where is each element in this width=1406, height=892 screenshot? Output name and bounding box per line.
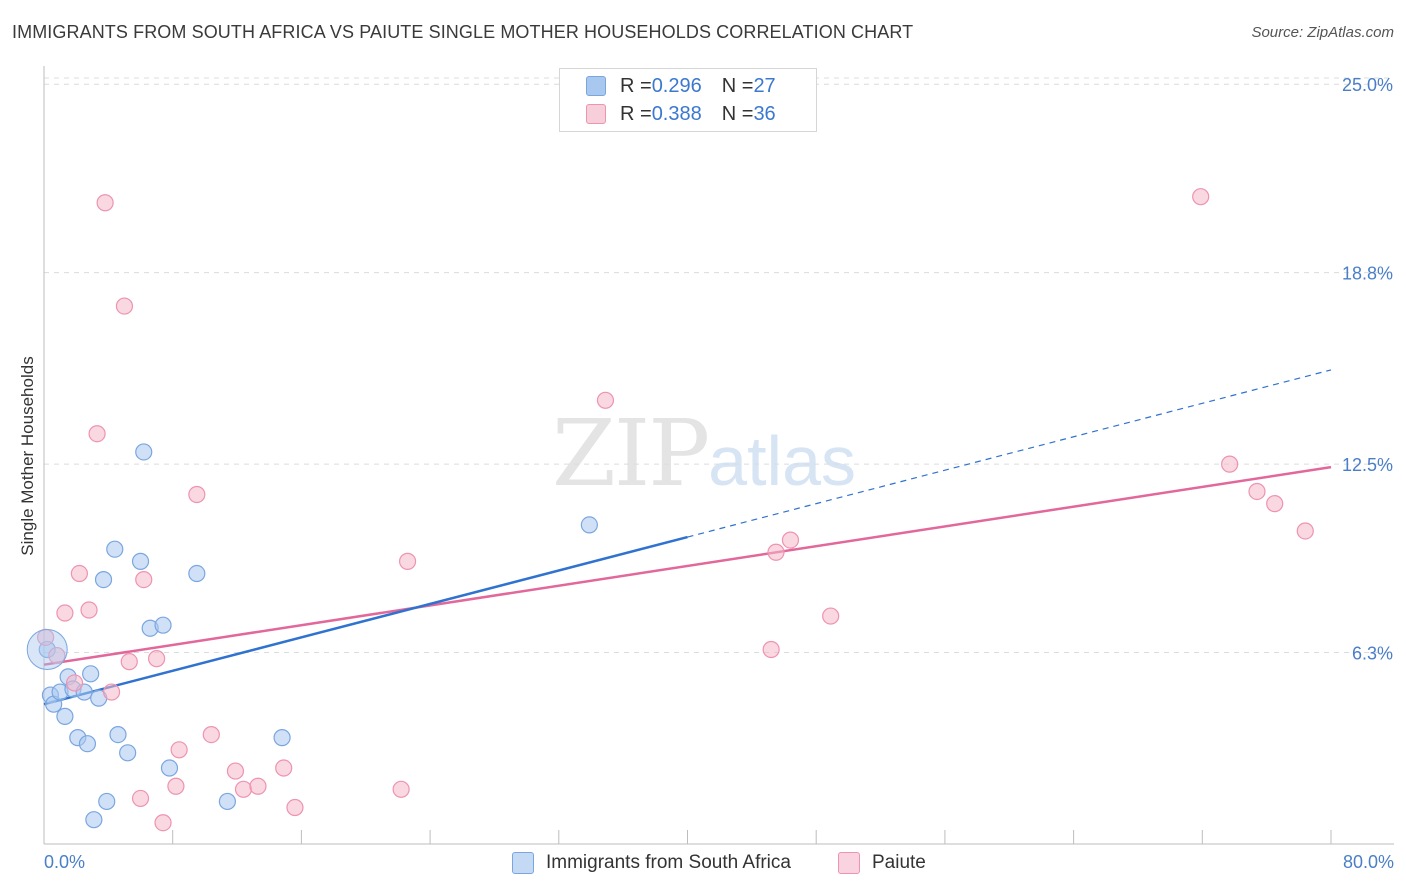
point-paiute (102, 683, 121, 701)
legend-swatch-blue (586, 76, 606, 96)
y-tick-labels: 6.3% 12.5% 18.8% 25.0% (1342, 75, 1393, 663)
data-points (26, 188, 1314, 832)
point-south-africa (78, 735, 97, 753)
trend-line-south-africa (43, 535, 688, 706)
point-paiute (392, 780, 410, 798)
point-paiute (70, 564, 88, 583)
legend-r-value: 0.296 (651, 74, 702, 97)
point-south-africa (82, 665, 100, 683)
legend-n-label: N = (721, 74, 754, 97)
point-paiute (154, 814, 172, 832)
point-paiute (234, 780, 253, 798)
point-paiute (202, 725, 220, 744)
point-paiute (226, 762, 245, 780)
legend-row-south-africa: R = 0.296 N = 27 (586, 73, 776, 99)
point-paiute (65, 674, 84, 692)
legend-swatch-pink (838, 852, 860, 874)
point-paiute (596, 391, 615, 409)
point-south-africa (119, 744, 137, 762)
y-tick-label: 6.3% (1352, 644, 1393, 664)
point-south-africa (56, 707, 74, 725)
point-paiute (131, 789, 150, 808)
legend-swatch-blue (512, 852, 534, 874)
legend-r-label: R = (620, 102, 652, 125)
y-tick-label: 25.0% (1342, 75, 1393, 95)
legend-item-south-africa[interactable]: Immigrants from South Africa (512, 852, 791, 874)
legend-n-label: N = (721, 102, 754, 125)
point-paiute (115, 297, 134, 315)
point-paiute (88, 425, 106, 443)
point-south-africa (580, 516, 598, 534)
point-paiute (120, 653, 138, 671)
point-paiute (148, 650, 166, 668)
y-axis-label: Single Mother Households (18, 356, 37, 556)
point-paiute (1192, 188, 1210, 206)
point-south-africa (218, 792, 236, 811)
point-paiute (398, 552, 417, 570)
point-south-africa (273, 729, 291, 747)
legend-row-paiute: R = 0.388 N = 36 (586, 101, 776, 127)
point-south-africa (85, 811, 103, 829)
correlation-legend: R = 0.296 N = 27 R = 0.388 N = 36 (559, 68, 817, 132)
point-south-africa (135, 443, 153, 461)
point-south-africa (106, 540, 124, 558)
trend-lines (43, 369, 1332, 706)
legend-swatch-pink (586, 104, 606, 124)
trend-line-south-africa-extension (687, 369, 1332, 538)
point-paiute (188, 485, 206, 504)
legend-label: Immigrants from South Africa (546, 852, 791, 873)
point-paiute (1248, 482, 1266, 501)
point-paiute (1221, 455, 1239, 473)
watermark: ZIPatlas (552, 400, 856, 507)
legend-n-value: 27 (753, 74, 776, 97)
watermark-zip: ZIP (552, 400, 710, 507)
point-paiute (56, 604, 74, 622)
watermark-atlas: atlas (708, 422, 857, 500)
point-paiute (167, 777, 185, 795)
point-south-africa (131, 552, 150, 570)
legend-label: Paiute (872, 852, 926, 873)
y-tick-label: 12.5% (1342, 455, 1393, 475)
point-paiute (135, 571, 153, 589)
point-paiute (822, 607, 840, 625)
legend-item-paiute[interactable]: Paiute (838, 852, 926, 874)
point-paiute (781, 531, 800, 549)
point-south-africa (188, 564, 206, 583)
point-paiute (170, 741, 188, 759)
chart-title: IMMIGRANTS FROM SOUTH AFRICA VS PAIUTE S… (12, 22, 914, 42)
point-paiute (249, 777, 267, 795)
legend-r-value: 0.388 (651, 102, 702, 125)
point-south-africa (94, 571, 113, 589)
point-paiute (1296, 522, 1314, 540)
point-paiute (1266, 495, 1284, 513)
point-paiute (762, 640, 780, 659)
x-tick-label-min: 0.0% (44, 852, 86, 872)
point-paiute (275, 759, 293, 777)
point-paiute (96, 194, 114, 212)
gridlines (44, 77, 1394, 654)
y-tick-label: 18.8% (1342, 264, 1393, 284)
trend-line-paiute (43, 465, 1332, 666)
legend-n-value: 36 (753, 102, 776, 125)
source-label: Source: ZipAtlas.com (1251, 24, 1394, 41)
point-paiute (80, 601, 98, 619)
axes (43, 66, 1394, 845)
point-paiute (767, 543, 785, 561)
point-south-africa (109, 725, 127, 744)
point-paiute (286, 798, 304, 817)
point-south-africa (160, 759, 179, 777)
legend-r-label: R = (620, 74, 652, 97)
point-south-africa (154, 616, 172, 634)
point-cluster-south-africa (26, 629, 68, 670)
x-tick-label-max: 80.0% (1342, 852, 1394, 872)
point-south-africa (98, 792, 116, 811)
point-paiute (48, 646, 66, 665)
